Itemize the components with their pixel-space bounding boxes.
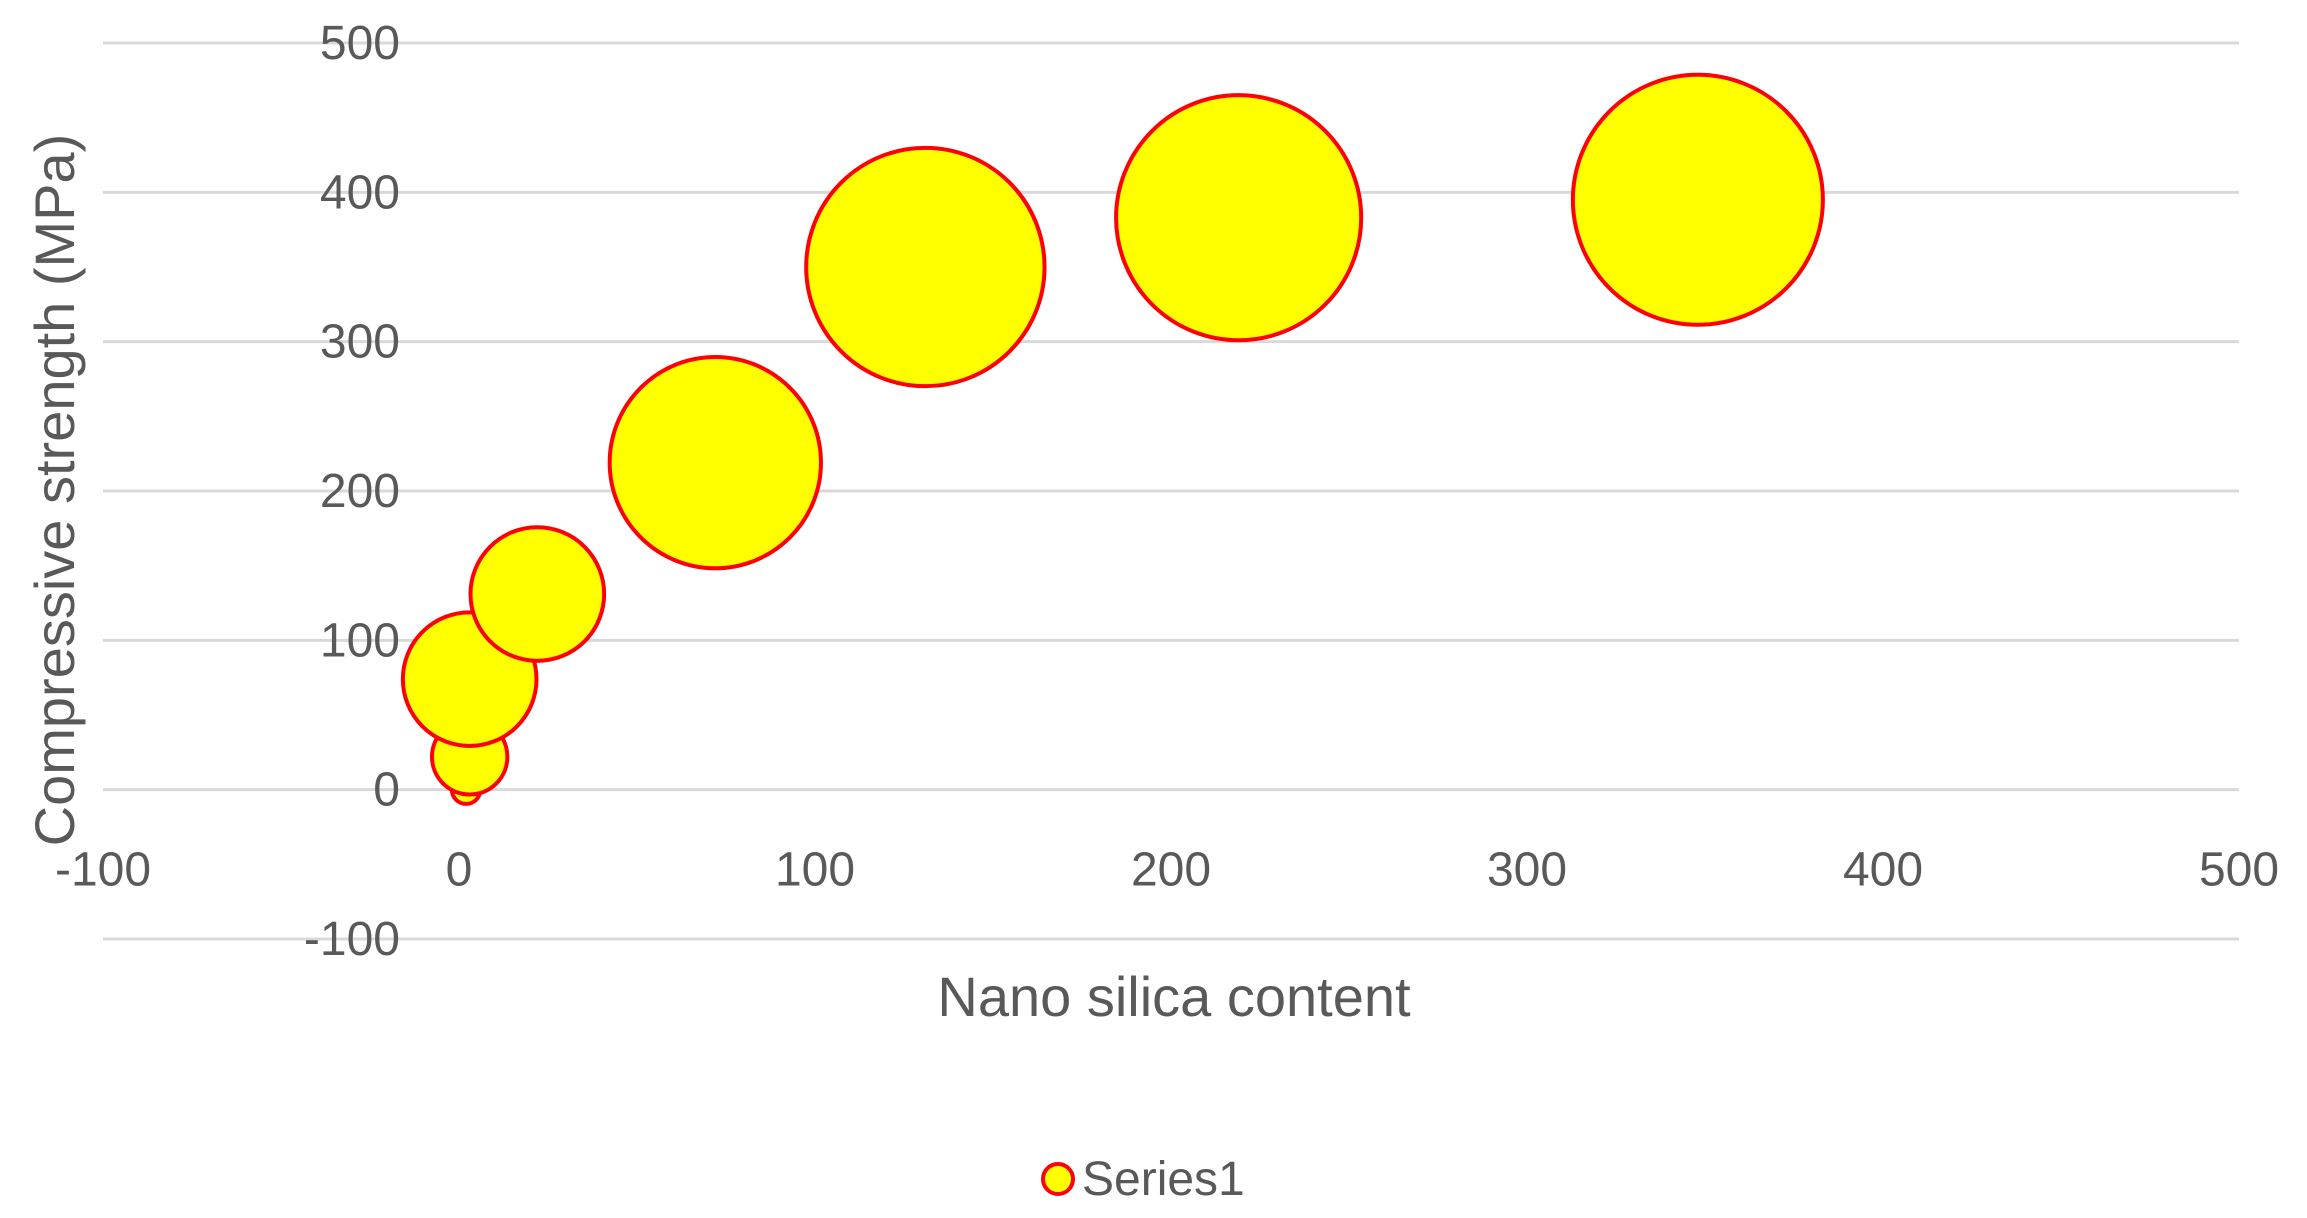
x-axis-title: Nano silica content — [937, 965, 1411, 1028]
y-tick-label: 500 — [320, 17, 400, 70]
x-tick-label: 0 — [446, 844, 473, 897]
y-tick-label: -100 — [304, 913, 400, 966]
legend: Series1 — [1041, 1153, 1245, 1206]
bubble — [468, 525, 607, 663]
x-tick-labels: -100 0 100 200 300 400 500 — [55, 844, 2279, 897]
y-tick-label: 300 — [320, 316, 400, 369]
y-tick-labels: -100 0 100 200 300 400 500 — [304, 17, 400, 966]
legend-marker — [1041, 1162, 1075, 1196]
bubble — [607, 354, 823, 571]
x-tick-label: 500 — [2199, 844, 2279, 897]
x-tick-label: -100 — [55, 844, 151, 897]
bubble — [1570, 72, 1825, 327]
y-tick-label: 100 — [320, 614, 400, 667]
y-tick-label: 200 — [320, 465, 400, 518]
y-tick-label: 0 — [373, 764, 400, 817]
bubble — [1114, 93, 1364, 343]
y-tick-label: 400 — [320, 166, 400, 219]
bubble — [804, 145, 1047, 389]
legend-label-series1: Series1 — [1082, 1153, 1245, 1206]
x-tick-label: 100 — [775, 844, 855, 897]
bubbles — [400, 72, 1825, 806]
x-tick-label: 400 — [1843, 844, 1923, 897]
y-axis-title: Compressive strength (MPa) — [23, 134, 86, 847]
x-tick-label: 300 — [1487, 844, 1567, 897]
x-tick-label: 200 — [1131, 844, 1211, 897]
